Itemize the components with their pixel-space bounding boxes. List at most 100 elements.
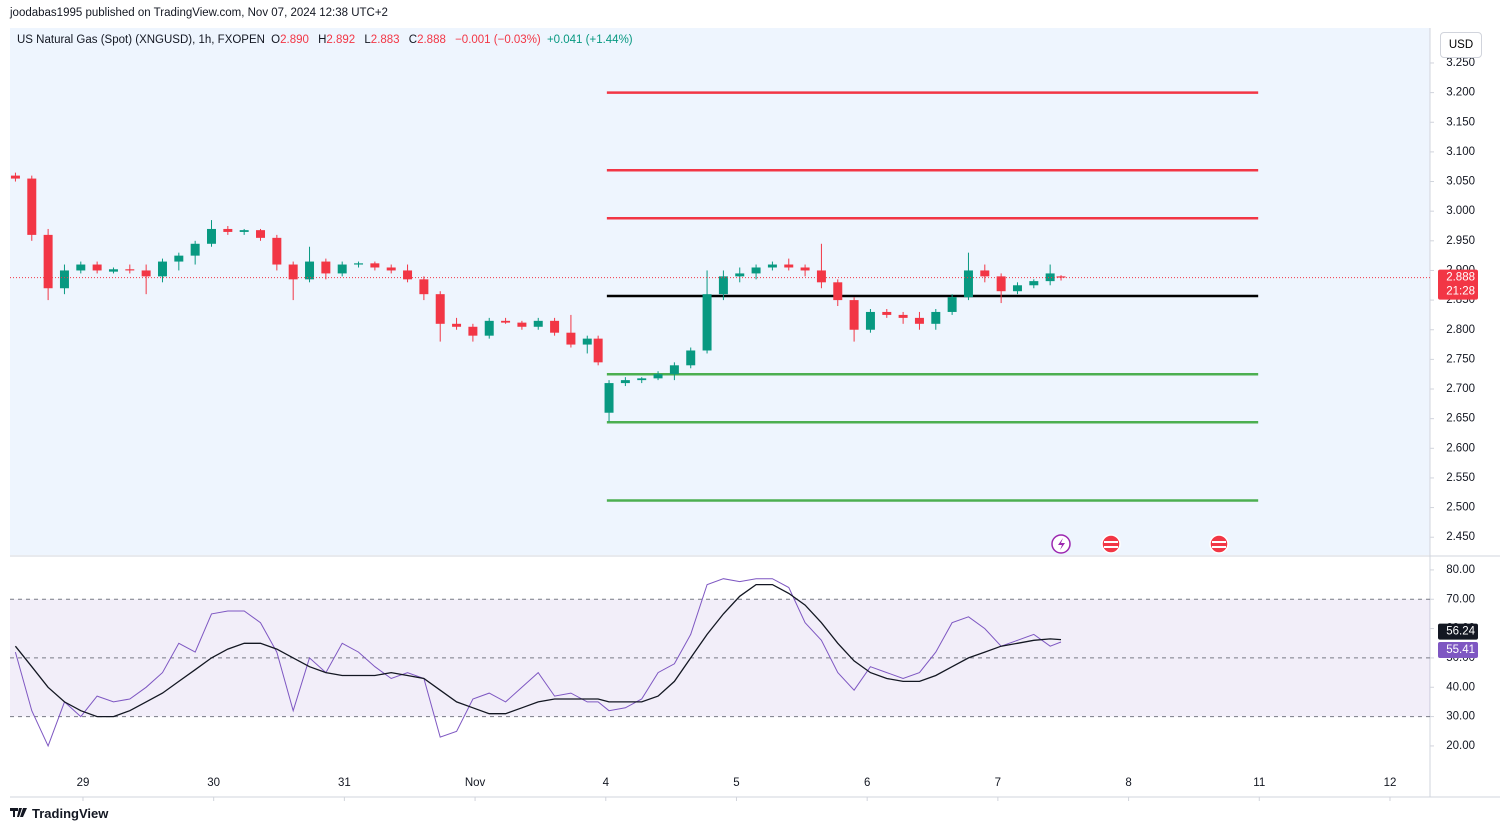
event-icon-bolt	[1058, 538, 1065, 550]
flag-stripe	[1212, 541, 1226, 543]
candle-body	[637, 378, 647, 381]
ohlc-value: 2.888	[417, 34, 446, 46]
candle-body	[125, 269, 135, 271]
candle-body	[239, 230, 249, 232]
candle-body	[108, 269, 118, 272]
y-tick-label: 2.550	[1446, 472, 1475, 484]
y-tick-label: 2.450	[1446, 531, 1475, 543]
candle-body	[800, 267, 810, 271]
candle-body	[593, 338, 603, 363]
candle-body	[816, 270, 826, 283]
candle-body	[403, 270, 413, 280]
candle-body	[849, 300, 859, 330]
rsi-band	[10, 599, 1430, 717]
y-tick-label: 2.950	[1446, 235, 1475, 247]
candle-body	[533, 320, 543, 327]
x-tick-label: 30	[207, 777, 220, 789]
x-tick-label: Nov	[465, 777, 486, 789]
candle-body	[865, 311, 875, 330]
event-icons[interactable]	[1051, 534, 1229, 554]
candle-body	[604, 383, 614, 413]
x-tick-label: 4	[603, 777, 610, 789]
candle-body	[833, 282, 843, 301]
candle-body	[882, 311, 892, 315]
ohlc: L2.883	[364, 34, 402, 46]
y-tick-label: 3.250	[1446, 57, 1475, 69]
candle-body	[174, 255, 184, 262]
candle-body	[566, 332, 576, 345]
candle-body	[767, 264, 777, 268]
ohlc-key: C	[408, 34, 418, 46]
candle-body	[223, 228, 233, 232]
candle-body	[305, 261, 315, 280]
x-tick-label: 29	[77, 777, 90, 789]
candle-body	[272, 237, 282, 265]
indicator-value-box	[1438, 642, 1478, 659]
rsi-line	[14, 583, 1062, 718]
candle-body	[1056, 276, 1066, 278]
symbol-legend: US Natural Gas (Spot) (XNGUSD), 1h, FXOP…	[17, 34, 636, 46]
flag-stripe	[1104, 546, 1118, 548]
flag-stripe	[1212, 546, 1226, 548]
ohlc: H2.892	[318, 34, 358, 46]
candle-body	[256, 230, 266, 238]
candle-body	[468, 326, 478, 336]
ohlc-key: L	[364, 34, 371, 46]
y-tick-label: 2.700	[1446, 383, 1475, 395]
candle-body	[92, 264, 102, 271]
candle-body	[370, 263, 380, 268]
candle-body	[501, 320, 511, 323]
candle-body	[620, 380, 630, 384]
event-icon[interactable]	[1209, 534, 1229, 554]
currency-button[interactable]: USD	[1440, 32, 1482, 58]
candle-body	[582, 338, 592, 345]
candle-body	[27, 178, 37, 235]
y-tick-label: 2.800	[1446, 324, 1475, 336]
countdown: 21:28	[1446, 286, 1475, 298]
candle-body	[76, 264, 86, 271]
candle-body	[751, 267, 761, 274]
y-tick-label: 30.00	[1446, 711, 1475, 723]
x-tick-label: 6	[864, 777, 870, 789]
ohlc-key: H	[318, 34, 327, 46]
y-tick-label: 80.00	[1446, 564, 1475, 576]
indicator-value-box	[1438, 623, 1478, 640]
candle-body	[914, 317, 924, 324]
y-tick-label: 70.00	[1446, 593, 1475, 605]
candle-body	[1012, 285, 1022, 292]
candle-body	[517, 322, 527, 327]
candle-body	[435, 294, 445, 324]
candle-body	[141, 270, 151, 277]
x-tick-label: 7	[995, 777, 1001, 789]
candle-body	[452, 323, 462, 327]
y-tick-label: 2.500	[1446, 502, 1475, 514]
candle-body	[996, 276, 1006, 292]
change: −0.001 (−0.03%)	[455, 34, 541, 46]
y-tick-label: 2.650	[1446, 413, 1475, 425]
candle-body	[669, 365, 679, 375]
x-tick-label: 11	[1253, 777, 1265, 789]
x-tick-label: 8	[1125, 777, 1131, 789]
y-tick-label: 20.00	[1446, 740, 1475, 752]
candle-body	[784, 264, 794, 268]
candle-body	[43, 234, 53, 289]
indicator-value-label: 56.24	[1446, 626, 1475, 638]
event-icon[interactable]	[1101, 534, 1121, 554]
candle-body	[718, 276, 728, 295]
candle-body	[980, 270, 990, 277]
candle-body	[419, 279, 429, 295]
candle-body	[321, 261, 331, 274]
candle-body	[686, 350, 696, 366]
candle-body	[931, 311, 941, 324]
candle-body	[735, 273, 745, 277]
ohlc-key: O	[271, 34, 281, 46]
candle-body	[550, 320, 560, 333]
candle-body	[898, 314, 908, 318]
y-tick-label: 40.00	[1446, 681, 1475, 693]
candle-body	[947, 297, 957, 312]
change-2: +0.041 (+1.44%)	[546, 34, 633, 46]
ohlc-value: 2.892	[326, 34, 356, 46]
candle-body	[484, 320, 494, 336]
